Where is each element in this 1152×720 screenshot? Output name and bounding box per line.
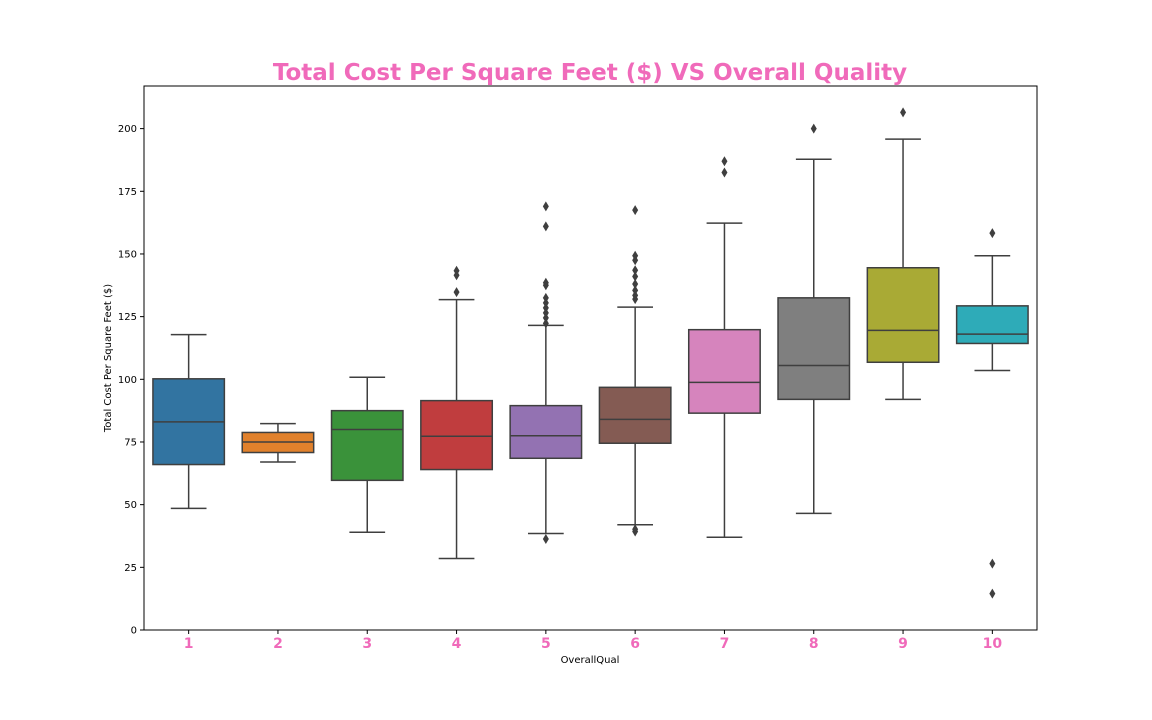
outlier-point <box>632 285 639 296</box>
outlier-point <box>632 250 639 261</box>
boxes-layer <box>152 107 1029 599</box>
box-group <box>598 205 672 537</box>
outlier-point <box>721 167 728 178</box>
outlier-point <box>542 221 549 232</box>
x-tick-label: 6 <box>630 636 640 652</box>
y-tick-label: 100 <box>118 375 137 386</box>
chart-title: Total Cost Per Square Feet ($) VS Overal… <box>273 60 907 86</box>
plot-frame <box>143 85 1038 631</box>
box-group <box>866 107 940 401</box>
x-tick-label: 5 <box>541 636 551 652</box>
outlier-point <box>542 201 549 212</box>
box-group <box>420 265 494 560</box>
y-tick-label: 175 <box>118 187 137 198</box>
y-axis: 0 25 50 75 100 125 150 175 200 <box>118 124 144 637</box>
outlier-point <box>810 123 817 134</box>
outlier-point <box>900 107 907 118</box>
y-tick-label: 25 <box>124 563 137 574</box>
outlier-point <box>989 228 996 239</box>
box-group <box>777 123 851 515</box>
box-group <box>241 422 315 463</box>
box-body <box>866 267 940 364</box>
outlier-point <box>453 265 460 276</box>
y-tick-label: 75 <box>124 437 137 448</box>
outlier-point <box>542 302 549 313</box>
y-tick-label: 150 <box>118 249 137 260</box>
outlier-point <box>542 533 549 544</box>
box-group <box>152 333 226 510</box>
outlier-point <box>542 292 549 303</box>
box-group <box>955 228 1029 599</box>
x-tick-label: 1 <box>184 636 194 652</box>
outlier-point <box>632 290 639 301</box>
box-body <box>330 409 404 482</box>
outlier-point <box>632 524 639 535</box>
outlier-point <box>542 318 549 329</box>
outlier-point <box>632 205 639 216</box>
box-body <box>598 386 672 444</box>
x-axis-label: OverallQual <box>561 655 620 666</box>
y-axis-label: Total Cost Per Square Feet ($) <box>103 284 114 433</box>
y-tick-label: 200 <box>118 124 137 135</box>
outlier-point <box>721 156 728 167</box>
y-tick-label: 125 <box>118 312 137 323</box>
outlier-point <box>632 265 639 276</box>
x-tick-label: 9 <box>898 636 908 652</box>
x-axis: 1 2 3 4 5 6 7 8 9 10 <box>184 630 1003 652</box>
x-tick-label: 4 <box>452 636 462 652</box>
x-tick-label: 2 <box>273 636 283 652</box>
outlier-point <box>453 287 460 298</box>
x-tick-label: 10 <box>983 636 1003 652</box>
box-body <box>420 399 494 471</box>
box-body <box>509 404 583 460</box>
box-group <box>330 376 404 533</box>
y-tick-label: 50 <box>124 500 137 511</box>
x-tick-label: 7 <box>720 636 730 652</box>
box-body <box>777 297 851 401</box>
box-body <box>955 305 1029 345</box>
outlier-point <box>632 271 639 282</box>
box-body <box>687 328 761 414</box>
y-tick-label: 0 <box>131 626 137 637</box>
box-group <box>509 201 583 544</box>
outlier-point <box>542 307 549 318</box>
outlier-point <box>632 279 639 290</box>
outlier-point <box>989 588 996 599</box>
outlier-point <box>542 312 549 323</box>
box-group <box>687 156 761 538</box>
x-tick-label: 8 <box>809 636 819 652</box>
outlier-point <box>542 277 549 288</box>
x-tick-label: 3 <box>362 636 372 652</box>
outlier-point <box>542 297 549 308</box>
outlier-point <box>989 558 996 569</box>
